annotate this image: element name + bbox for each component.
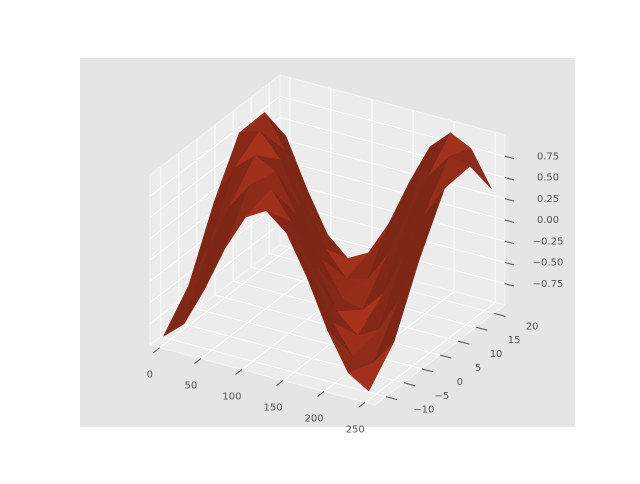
tick-mark (504, 155, 515, 160)
tick-mark (504, 177, 515, 181)
y-tick-label: 10 (490, 349, 503, 360)
grid-line (279, 159, 506, 221)
tick-mark (276, 380, 284, 386)
y-tick-label: 0 (457, 377, 463, 388)
z-tick-label: 0.25 (537, 194, 559, 205)
tick-mark (421, 368, 434, 373)
tick-mark (403, 382, 416, 387)
z-tick-label: 0.50 (537, 173, 559, 184)
tick-mark (439, 354, 452, 359)
y-tick-label: 20 (526, 321, 539, 332)
z-tick-label: 0.00 (537, 215, 559, 226)
z-tick-label: −0.25 (533, 236, 564, 247)
tick-mark (504, 198, 515, 202)
tick-mark (504, 240, 515, 245)
y-tick-label: −10 (413, 405, 434, 416)
grid-line (149, 95, 281, 197)
tick-mark (385, 396, 398, 401)
tick-mark (153, 347, 161, 354)
x-tick-label: 0 (147, 370, 153, 381)
grid-line (149, 223, 281, 325)
x-tick-label: 100 (222, 392, 241, 403)
tick-mark (358, 401, 366, 408)
tick-mark (317, 391, 325, 397)
tick-mark (504, 262, 515, 266)
x-tick-label: 50 (185, 381, 198, 392)
tick-mark (475, 326, 488, 331)
grid-line (279, 138, 506, 200)
x-tick-label: 250 (346, 424, 365, 435)
tick-mark (504, 283, 515, 287)
tick-mark (194, 358, 202, 364)
z-tick-label: −0.50 (533, 258, 564, 269)
tick-mark (235, 369, 243, 375)
y-tick-label: −5 (435, 391, 450, 402)
tick-mark (457, 340, 470, 345)
z-tick-label: 0.75 (537, 151, 559, 162)
surface-patch (347, 341, 395, 392)
y-tick-label: 15 (508, 335, 521, 346)
grid-line (279, 180, 506, 242)
tick-mark (504, 219, 515, 223)
y-tick-label: 5 (475, 363, 481, 374)
tick-mark (494, 312, 506, 317)
grid-line (160, 336, 386, 398)
z-tick-label: −0.75 (533, 279, 564, 290)
x-tick-label: 150 (263, 402, 282, 413)
x-tick-label: 200 (305, 413, 324, 424)
